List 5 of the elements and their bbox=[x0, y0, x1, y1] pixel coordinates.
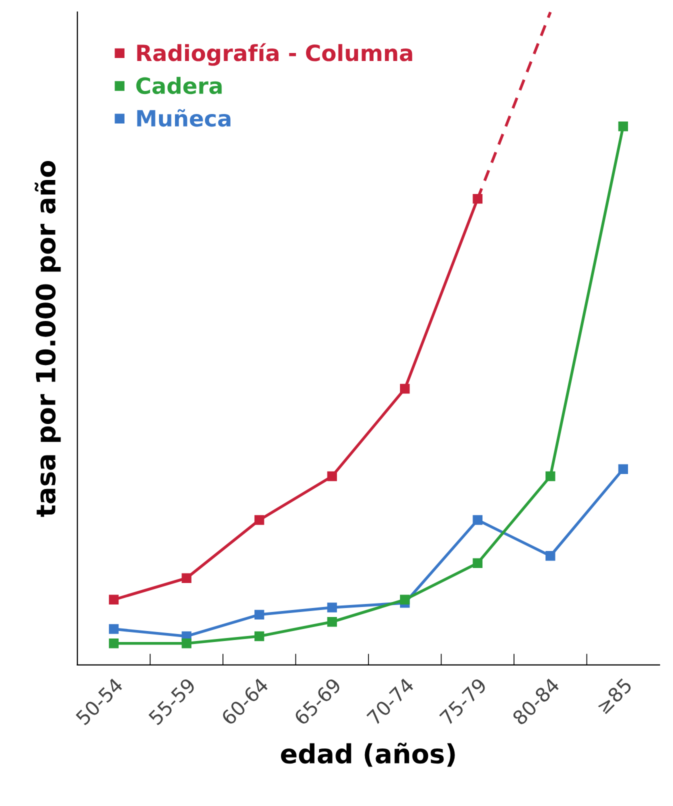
legend-label: Radiografía - Columna bbox=[137, 43, 412, 66]
x-axis-title: edad (años) bbox=[280, 742, 455, 767]
legend-label: Cadera bbox=[136, 76, 222, 94]
y-axis-title: tasa por 10.000 por año bbox=[34, 160, 61, 517]
legend-label: Muñeca bbox=[137, 109, 230, 127]
